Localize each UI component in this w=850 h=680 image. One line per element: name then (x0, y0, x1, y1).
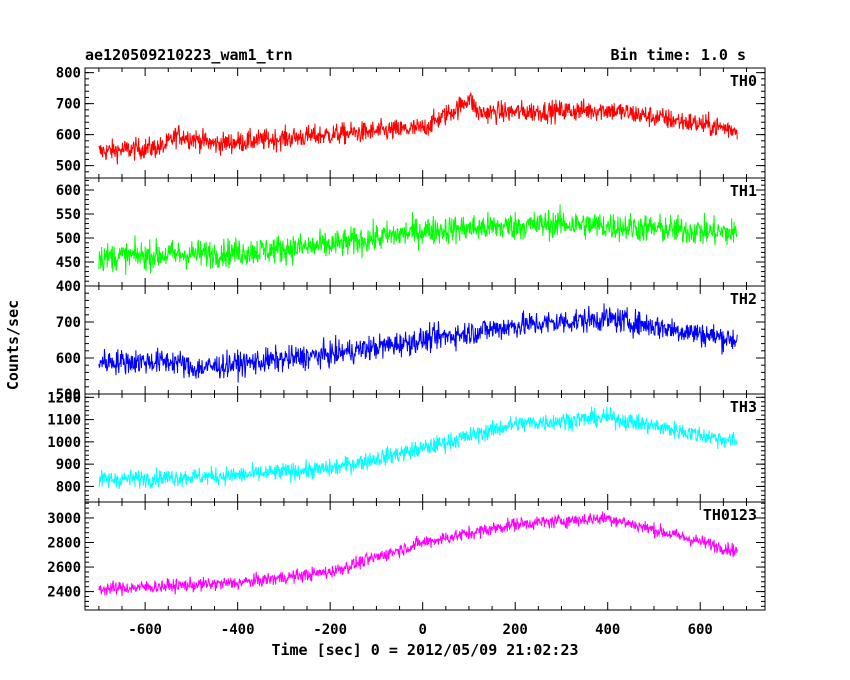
y-tick-label: 900 (56, 457, 81, 473)
series-label: TH0123 (703, 506, 757, 524)
series-line-th1 (98, 204, 738, 275)
series-label: TH3 (730, 398, 757, 416)
x-tick-label: -600 (128, 622, 162, 638)
series-label: TH1 (730, 182, 757, 200)
y-tick-label: 600 (56, 183, 81, 199)
x-tick-label: -200 (313, 622, 347, 638)
y-tick-label: 550 (56, 207, 81, 223)
x-tick-label: 200 (503, 622, 528, 638)
series-line-th0 (98, 92, 738, 165)
x-tick-label: 600 (688, 622, 713, 638)
y-tick-label: 500 (56, 231, 81, 247)
series-line-th0123 (98, 511, 738, 596)
y-tick-label: 800 (56, 66, 81, 82)
series-line-th3 (98, 406, 738, 490)
series-line-th2 (98, 303, 738, 383)
y-tick-label: 700 (56, 97, 81, 113)
chart-title: ae120509210223_wam1_trn (85, 46, 293, 64)
y-tick-label: 500 (56, 387, 81, 403)
y-tick-label: 700 (56, 315, 81, 331)
x-axis-label: Time [sec] 0 = 2012/05/09 21:02:23 (271, 641, 578, 659)
y-tick-label: 450 (56, 255, 81, 271)
y-tick-label: 600 (56, 128, 81, 144)
y-tick-label: 800 (56, 479, 81, 495)
panel-th0123: 2400 2600 2800 3000 TH0123 (47, 501, 766, 611)
panel-th0: 500 600 700 800 TH0 (56, 66, 766, 179)
series-label: TH2 (730, 290, 757, 308)
panel-th1: 400 450 500 550 600 TH1 (56, 177, 766, 295)
panel-th3: 800 900 1000 1100 1200 TH3 (47, 390, 766, 503)
x-tick-label: 0 (418, 622, 426, 638)
y-tick-label: 1000 (47, 435, 81, 451)
y-tick-label: 3000 (47, 511, 81, 527)
panels-group: 500 600 700 800 TH0 400 450 500 550 600 TH1 500 600 7… (47, 66, 766, 611)
x-tick-label: -400 (221, 622, 255, 638)
y-tick-label: 500 (56, 159, 81, 175)
series-label: TH0 (730, 72, 757, 90)
panel-frame (84, 501, 766, 611)
y-tick-label: 600 (56, 351, 81, 367)
panel-th2: 500 600 700 TH2 (56, 285, 766, 403)
x-tick-label: 400 (595, 622, 620, 638)
x-axis: -600 -400 -200 0 200 400 600 (128, 622, 713, 638)
y-tick-label: 2600 (47, 560, 81, 576)
bin-time-label: Bin time: 1.0 s (611, 46, 746, 64)
y-tick-label: 1100 (47, 413, 81, 429)
y-tick-label: 2400 (47, 585, 81, 601)
y-axis-label: Counts/sec (4, 300, 22, 390)
y-tick-label: 1200 (47, 390, 81, 406)
y-tick-label: 2800 (47, 536, 81, 552)
y-tick-label: 400 (56, 279, 81, 295)
